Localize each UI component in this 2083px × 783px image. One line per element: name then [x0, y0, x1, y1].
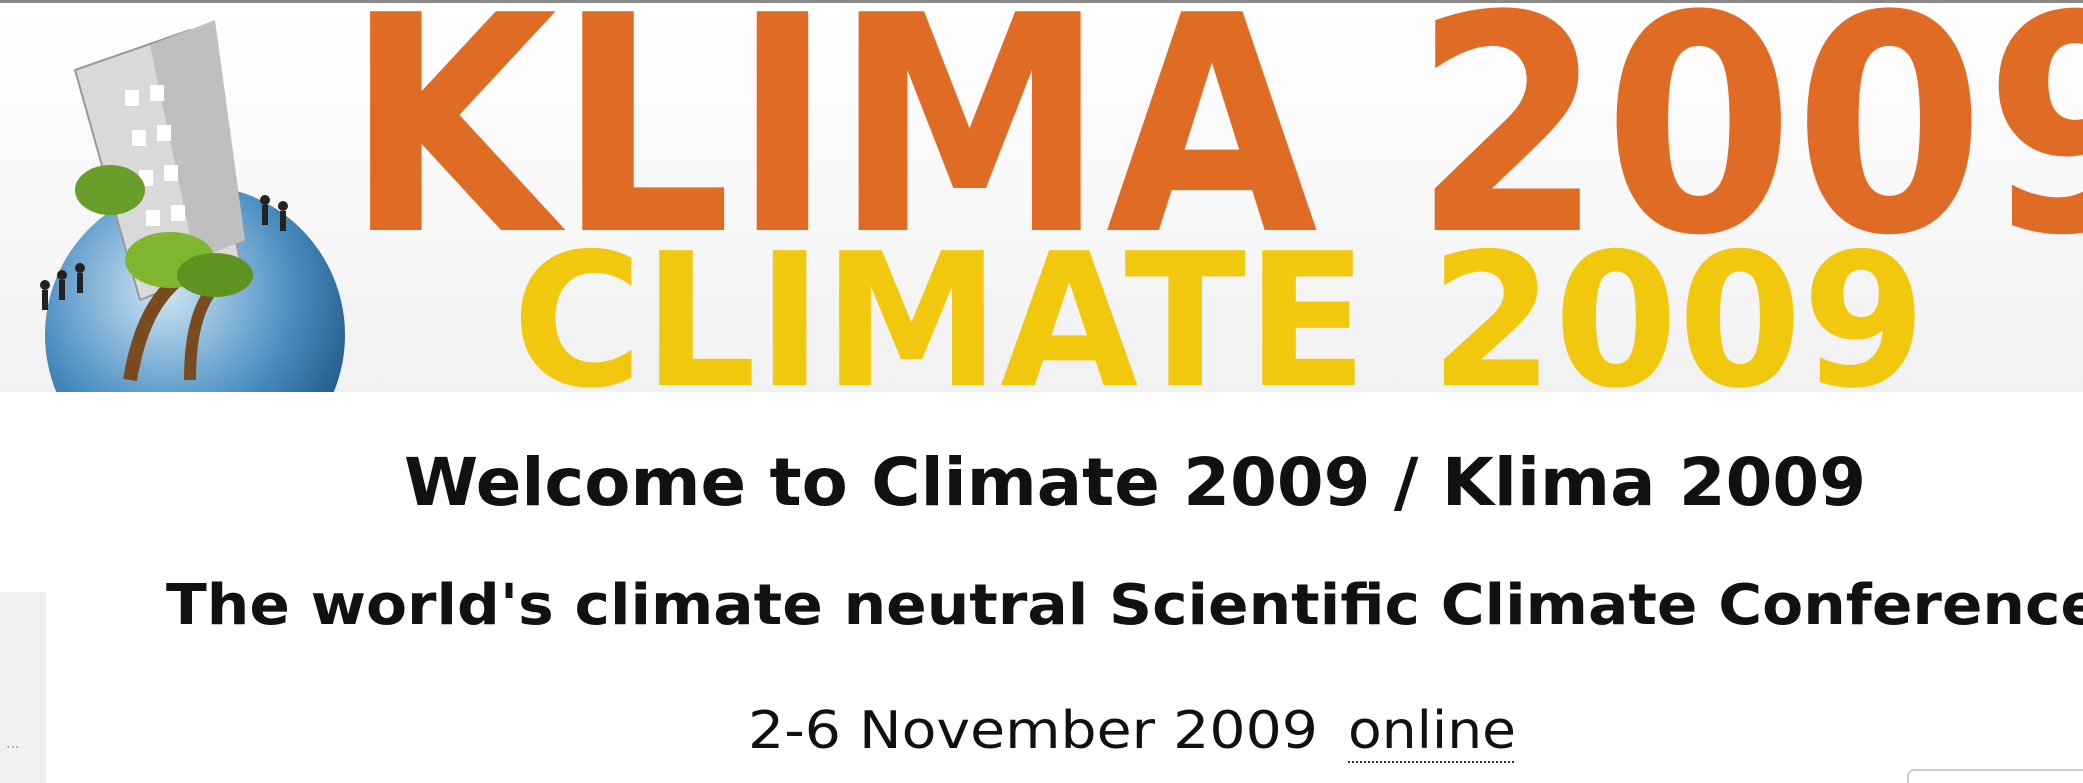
corner-box — [1908, 770, 2083, 783]
title-sub: CLIMATE 2009 — [512, 213, 1926, 429]
date: 2-6 November 2009 — [748, 701, 1318, 761]
ellipsis: ... — [6, 736, 19, 752]
screen: ... KLIMA 2009 CLIMATE 2009 Welcome to C… — [0, 0, 2083, 783]
online-link[interactable]: online — [1348, 701, 1516, 761]
page: ... KLIMA 2009 CLIMATE 2009 Welcome to C… — [0, 0, 2083, 783]
subheading: The world's climate neutral Scientific C… — [166, 573, 2083, 638]
heading: Welcome to Climate 2009 / Klima 2009 — [404, 444, 1866, 521]
